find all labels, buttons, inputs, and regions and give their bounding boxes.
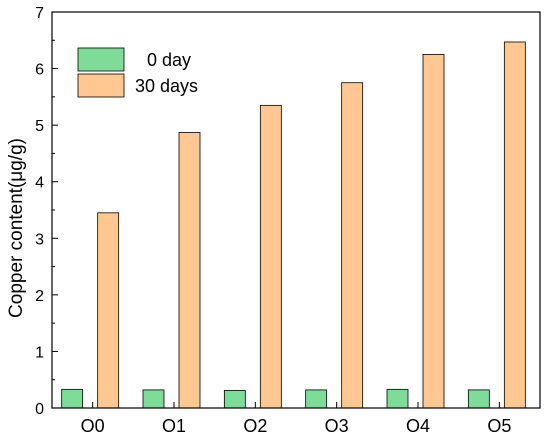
legend-swatch-day30 [77, 73, 125, 98]
bar-day0-o1 [142, 389, 165, 409]
y-tick-label-2: 2 [35, 288, 44, 305]
y-tick-label-6: 6 [35, 62, 44, 79]
x-tick-label-o1: O1 [162, 416, 186, 436]
bar-day30-o0 [97, 212, 120, 409]
bar-day30-o2 [259, 104, 282, 409]
y-axis-label: Copper content(μg/g) [6, 138, 27, 318]
y-tick-label-0: 0 [35, 401, 44, 418]
x-tick-label-o5: O5 [487, 416, 511, 436]
x-tick-label-o0: O0 [81, 416, 105, 436]
x-tick-label-o2: O2 [243, 416, 267, 436]
y-tick-label-5: 5 [35, 118, 44, 135]
bar-day0-o3 [305, 389, 328, 409]
bar-day30-o5 [503, 41, 526, 409]
bar-day0-o2 [223, 390, 246, 409]
legend-swatch-day0 [77, 47, 125, 72]
bar-day0-o5 [467, 389, 490, 409]
bar-day30-o4 [422, 54, 445, 409]
bar-day30-o3 [341, 82, 364, 409]
bars-layer [61, 41, 526, 409]
legend-label-day0: 0 day [147, 50, 191, 70]
bar-day0-o4 [386, 388, 409, 409]
x-tick-label-o3: O3 [325, 416, 349, 436]
bar-day30-o1 [178, 132, 201, 409]
x-tick-label-o4: O4 [406, 416, 430, 436]
axes-layer: 0 1 2 3 4 5 6 7 O0 O1 O2 O3 O4 O5 [35, 5, 541, 436]
plot-frame [51, 11, 541, 409]
y-tick-label-1: 1 [35, 344, 44, 361]
y-tick-label-3: 3 [35, 231, 44, 248]
legend-label-day30: 30 days [135, 76, 198, 96]
y-tick-label-7: 7 [35, 5, 44, 22]
bar-day0-o0 [61, 388, 84, 409]
y-tick-label-4: 4 [35, 175, 44, 192]
legend: 0 day 30 days [77, 47, 198, 98]
